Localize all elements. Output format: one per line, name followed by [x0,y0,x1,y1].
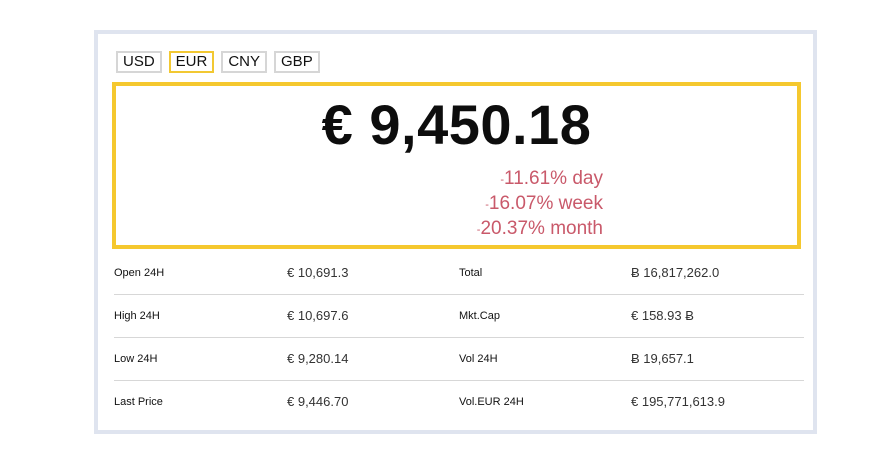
current-price: € 9,450.18 [321,93,592,156]
stat-label: Vol.EUR 24H [459,396,524,408]
tab-cny[interactable]: CNY [221,51,268,73]
stat-label: High 24H [114,310,160,322]
stat-label: Low 24H [114,353,158,365]
stat-value: € 9,280.14 [287,351,349,366]
stat-label: Vol 24H [459,353,498,365]
stat-value: € 195,771,613.9 [631,394,725,409]
change-day-text: 11.61% day [504,168,603,189]
price-widget: USD EUR CNY GBP € 9,450.18 -11.61% day -… [94,30,817,434]
stats-table: Open 24H € 10,691.3 Total Ƀ 16,817,262.0… [114,252,804,423]
tab-eur[interactable]: EUR [168,51,215,73]
table-row: High 24H € 10,697.6 Mkt.Cap € 158.93 Ƀ [114,295,804,338]
table-row: Last Price € 9,446.70 Vol.EUR 24H € 195,… [114,381,804,423]
stat-value: Ƀ 19,657.1 [631,351,694,366]
price-panel: € 9,450.18 -11.61% day -16.07% week -20.… [112,82,801,249]
stat-value: € 158.93 Ƀ [631,308,694,323]
currency-tabs: USD EUR CNY GBP [116,51,320,73]
table-row: Low 24H € 9,280.14 Vol 24H Ƀ 19,657.1 [114,338,804,381]
change-week: -16.07% week [477,192,603,217]
change-month: -20.37% month [477,217,603,242]
stat-label: Last Price [114,396,163,408]
change-month-sign: - [476,224,481,236]
stat-value: € 9,446.70 [287,394,349,409]
change-month-text: 20.37% month [480,218,603,239]
stat-label: Mkt.Cap [459,310,500,322]
stat-label: Open 24H [114,267,165,279]
tab-gbp[interactable]: GBP [274,51,320,73]
stat-value: Ƀ 16,817,262.0 [631,265,720,280]
stat-label: Total [459,267,483,279]
price-changes: -11.61% day -16.07% week -20.37% month [477,167,603,242]
table-row: Open 24H € 10,691.3 Total Ƀ 16,817,262.0 [114,252,804,295]
stat-value: € 10,691.3 [287,265,349,280]
change-week-sign: - [485,199,489,211]
tab-usd[interactable]: USD [116,51,162,73]
change-day: -11.61% day [477,167,603,192]
change-day-sign: - [500,174,505,186]
stat-value: € 10,697.6 [287,308,349,323]
change-week-text: 16.07% week [488,193,603,214]
